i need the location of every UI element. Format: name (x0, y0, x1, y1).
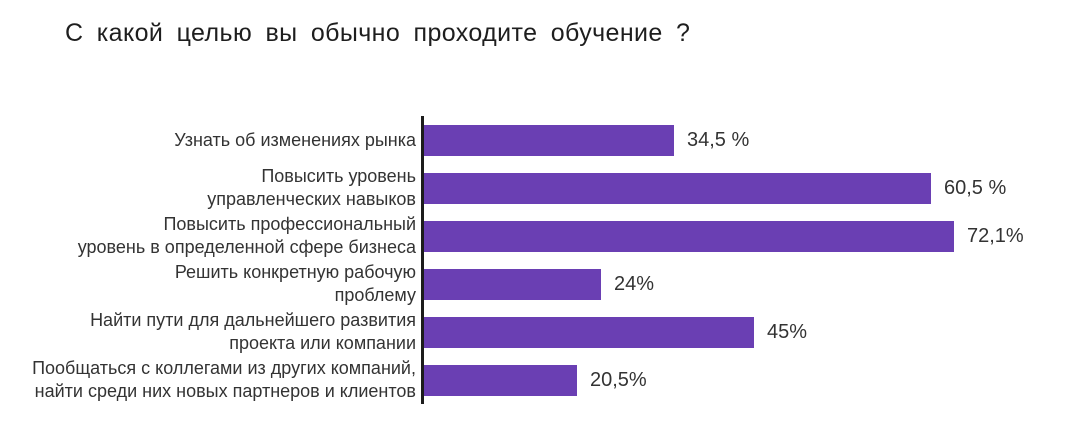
category-label: Найти пути для дальнейшего развития прое… (0, 308, 421, 356)
category-label-line: проблему (334, 285, 416, 305)
category-label-line: Повысить уровень (261, 166, 416, 186)
category-label-line: найти среди них новых партнеров и клиент… (34, 381, 416, 401)
category-label: Повысить профессиональный уровень в опре… (0, 212, 421, 260)
plot-area-row: 72,1% (421, 212, 1062, 260)
plot-area-row: 60,5 % (421, 164, 1062, 212)
plot-area-row: 20,5% (421, 356, 1062, 404)
value-label: 60,5 % (944, 176, 1007, 199)
category-label: Пообщаться с коллегами из других компани… (0, 356, 421, 404)
bar (424, 172, 931, 204)
bar (424, 364, 577, 396)
category-label-line: проекта или компании (229, 333, 416, 353)
bar-row: Пообщаться с коллегами из других компани… (0, 356, 1062, 404)
bar-row: Найти пути для дальнейшего развития прое… (0, 308, 1062, 356)
bar (424, 124, 674, 156)
chart-title: С какой целью вы обычно проходите обучен… (65, 19, 691, 47)
value-label: 20,5% (590, 368, 647, 391)
category-label-line: Решить конкретную рабочую (174, 262, 416, 282)
value-label: 34,5 % (687, 128, 750, 151)
bar-row: Узнать об изменениях рынка 34,5 % (0, 116, 1062, 164)
bar-chart: Узнать об изменениях рынка 34,5 % Повыси… (0, 116, 1062, 404)
category-label: Повысить уровень управленческих навыков (0, 164, 421, 212)
bar (424, 316, 754, 348)
category-label-line: Узнать об изменениях рынка (174, 129, 416, 150)
bar-row: Решить конкретную рабочую проблему 24% (0, 260, 1062, 308)
bar (424, 220, 954, 252)
bar-row: Повысить уровень управленческих навыков … (0, 164, 1062, 212)
value-label: 72,1% (967, 224, 1024, 247)
category-label-line: уровень в определенной сфере бизнеса (77, 237, 416, 257)
value-label: 24% (614, 272, 655, 295)
bar (424, 268, 601, 300)
plot-area-row: 24% (421, 260, 1062, 308)
category-label-line: Найти пути для дальнейшего развития (90, 310, 416, 330)
category-label: Решить конкретную рабочую проблему (0, 260, 421, 308)
category-label: Узнать об изменениях рынка (0, 116, 421, 164)
plot-area-row: 45% (421, 308, 1062, 356)
plot-area-row: 34,5 % (421, 116, 1062, 164)
category-label-line: управленческих навыков (207, 189, 416, 209)
bar-row: Повысить профессиональный уровень в опре… (0, 212, 1062, 260)
category-label-line: Повысить профессиональный (163, 214, 416, 234)
value-label: 45% (767, 320, 808, 343)
category-label-line: Пообщаться с коллегами из других компани… (32, 358, 416, 378)
